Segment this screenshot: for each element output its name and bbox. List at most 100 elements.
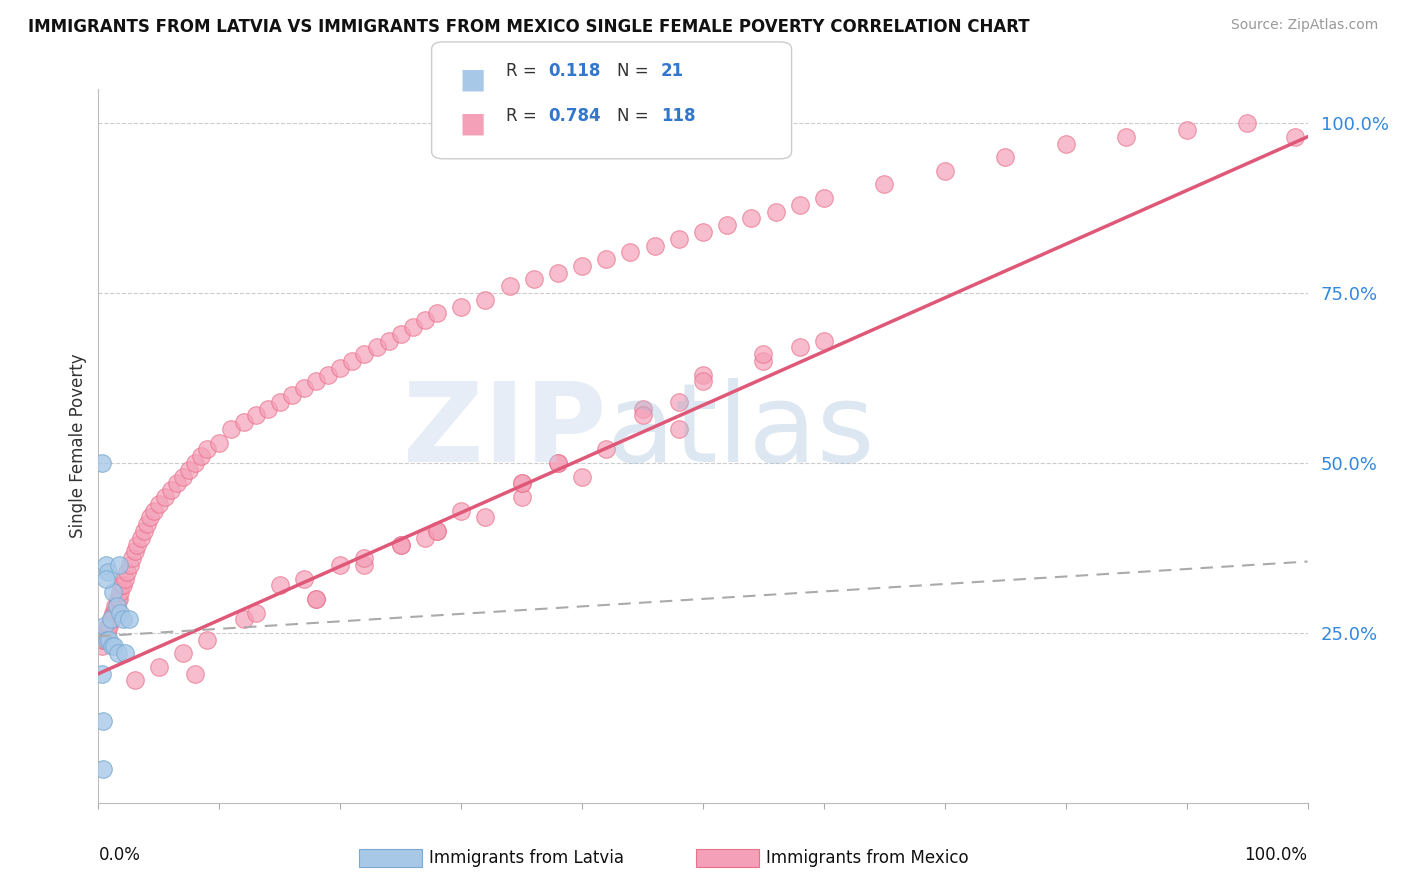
Point	[172, 646, 194, 660]
Point	[111, 578, 134, 592]
Text: ■: ■	[460, 110, 486, 137]
Point	[1284, 129, 1306, 144]
Text: N =: N =	[617, 62, 654, 80]
Point	[101, 585, 124, 599]
Point	[366, 341, 388, 355]
Point	[547, 266, 569, 280]
Point	[353, 551, 375, 566]
Point	[256, 401, 278, 416]
Point	[101, 606, 124, 620]
Point	[789, 198, 811, 212]
Point	[143, 503, 166, 517]
Point	[103, 640, 125, 654]
Point	[1175, 123, 1198, 137]
Point	[716, 218, 738, 232]
Point	[104, 599, 127, 613]
Point	[96, 632, 118, 647]
Point	[668, 394, 690, 409]
Point	[100, 612, 122, 626]
Point	[389, 537, 412, 551]
Point	[93, 619, 115, 633]
Text: 118: 118	[661, 107, 696, 125]
Text: R =: R =	[506, 62, 543, 80]
Point	[813, 334, 835, 348]
Point	[994, 150, 1017, 164]
Text: 0.118: 0.118	[548, 62, 600, 80]
Text: atlas: atlas	[606, 378, 875, 485]
Text: ■: ■	[460, 65, 486, 93]
Point	[124, 673, 146, 688]
Point	[108, 606, 131, 620]
Point	[413, 531, 436, 545]
Point	[292, 381, 315, 395]
Text: Immigrants from Latvia: Immigrants from Latvia	[429, 849, 624, 867]
Point	[474, 293, 496, 307]
Point	[127, 537, 149, 551]
Point	[571, 469, 593, 483]
Point	[195, 632, 218, 647]
Text: 0.0%: 0.0%	[98, 846, 141, 863]
Point	[692, 368, 714, 382]
Point	[105, 599, 128, 613]
Point	[221, 422, 243, 436]
Point	[474, 510, 496, 524]
Point	[97, 565, 120, 579]
Point	[121, 551, 143, 566]
Point	[166, 476, 188, 491]
Point	[389, 537, 412, 551]
Point	[305, 591, 328, 606]
Point	[100, 612, 122, 626]
Point	[91, 456, 114, 470]
Point	[316, 368, 339, 382]
Point	[450, 503, 472, 517]
Point	[740, 211, 762, 226]
Point	[117, 565, 139, 579]
Point	[498, 279, 520, 293]
Point	[107, 646, 129, 660]
Point	[668, 232, 690, 246]
Point	[108, 558, 131, 572]
Point	[160, 483, 183, 498]
Point	[100, 612, 122, 626]
Point	[100, 640, 122, 654]
Point	[510, 476, 533, 491]
Y-axis label: Single Female Poverty: Single Female Poverty	[69, 354, 87, 538]
Point	[523, 272, 546, 286]
Point	[107, 591, 129, 606]
Point	[644, 238, 666, 252]
Point	[179, 463, 201, 477]
Text: 0.784: 0.784	[548, 107, 600, 125]
Point	[124, 544, 146, 558]
Point	[571, 259, 593, 273]
Point	[1054, 136, 1077, 151]
Point	[353, 347, 375, 361]
Point	[190, 449, 212, 463]
Point	[450, 300, 472, 314]
Point	[93, 632, 115, 647]
Point	[103, 606, 125, 620]
Point	[232, 612, 254, 626]
Point	[97, 619, 120, 633]
Point	[114, 572, 136, 586]
Text: 100.0%: 100.0%	[1244, 846, 1308, 863]
Point	[114, 646, 136, 660]
Point	[134, 524, 156, 538]
Point	[98, 632, 121, 647]
Point	[91, 714, 114, 729]
Point	[139, 510, 162, 524]
Point	[1115, 129, 1137, 144]
Point	[426, 306, 449, 320]
Point	[377, 334, 399, 348]
Point	[91, 666, 114, 681]
Text: Immigrants from Mexico: Immigrants from Mexico	[766, 849, 969, 867]
Point	[329, 360, 352, 375]
Point	[426, 524, 449, 538]
Point	[110, 578, 132, 592]
Point	[91, 632, 114, 647]
Point	[94, 572, 117, 586]
Point	[269, 578, 291, 592]
Point	[91, 762, 114, 776]
Point	[245, 606, 267, 620]
Point	[91, 640, 114, 654]
Point	[510, 490, 533, 504]
